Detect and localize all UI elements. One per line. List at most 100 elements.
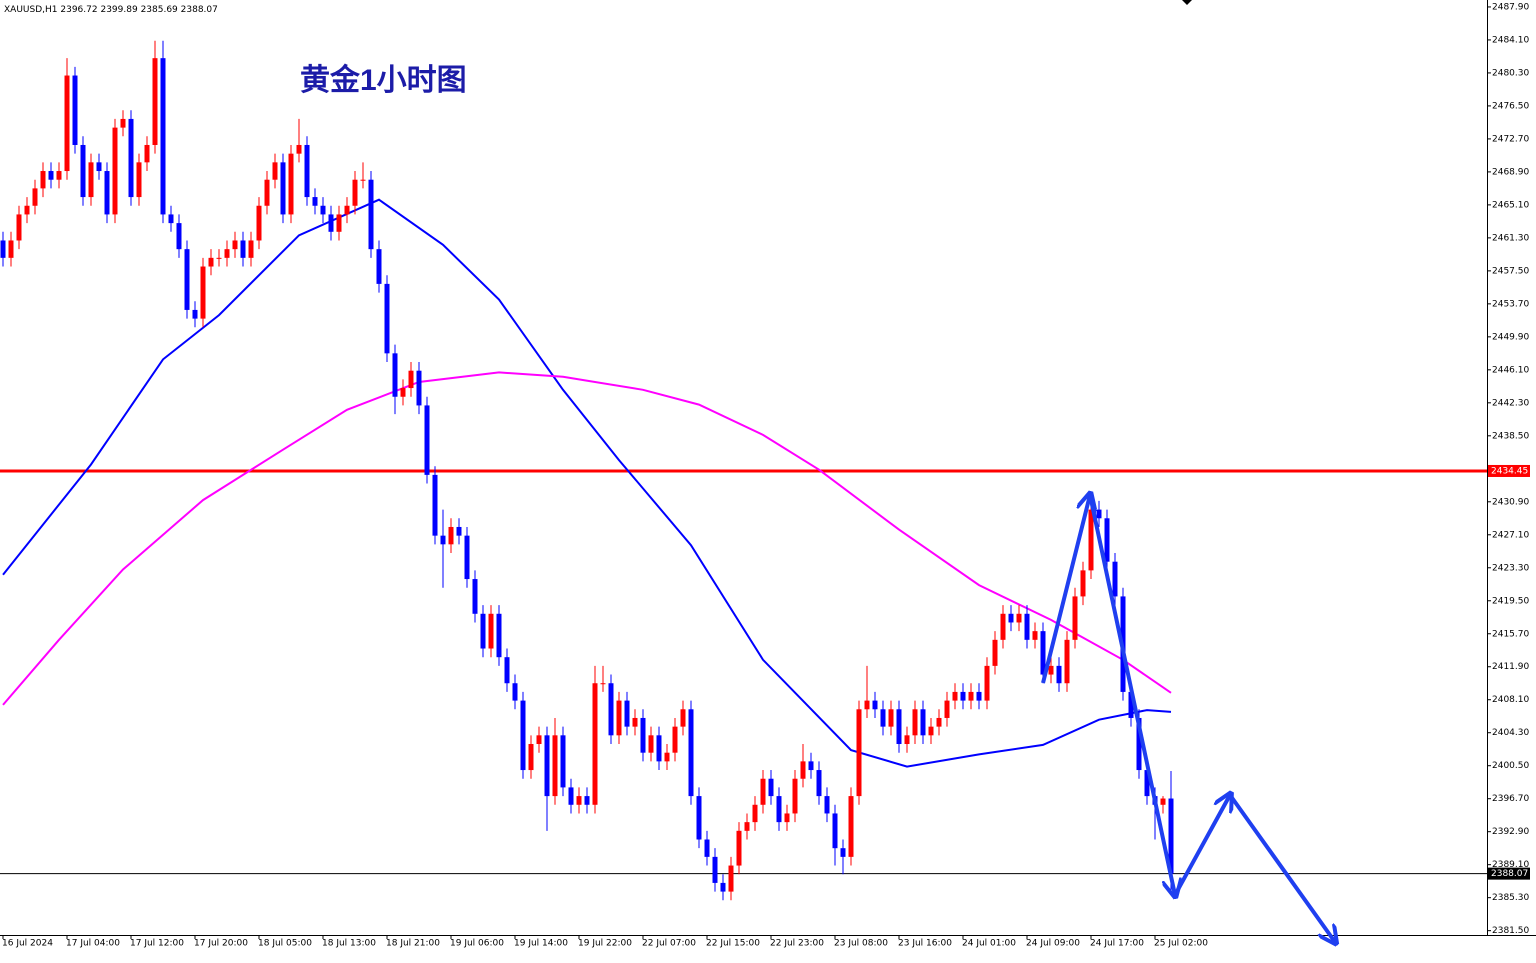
candle-body xyxy=(864,700,870,710)
y-tick-label: 2385.30 xyxy=(1492,893,1529,903)
candle-body xyxy=(176,223,182,250)
candle-body xyxy=(248,240,254,258)
candle-body xyxy=(440,535,446,545)
candle-body xyxy=(728,865,734,892)
candle-body xyxy=(1064,639,1070,684)
candle-body xyxy=(1056,665,1062,684)
candle-body xyxy=(456,526,462,536)
candle-body xyxy=(544,735,550,797)
candle-body xyxy=(64,75,70,172)
y-tick-label: 2430.90 xyxy=(1492,497,1529,507)
candle-body xyxy=(360,179,366,181)
symbol: XAUUSD,H1 2396.72 2399.89 2385.69 2388.0… xyxy=(4,5,218,15)
y-tick-label: 2438.50 xyxy=(1492,431,1529,441)
last-low: 2385.69 xyxy=(141,5,178,15)
candle-body xyxy=(400,388,406,397)
candle-body xyxy=(904,735,910,745)
candle-body xyxy=(768,778,774,797)
candle-body xyxy=(56,171,62,180)
candle-body xyxy=(1040,631,1046,675)
candle-body xyxy=(480,613,486,649)
candle-body xyxy=(960,691,966,701)
y-tick-label: 2453.70 xyxy=(1492,299,1529,309)
candle-body xyxy=(520,700,526,771)
candle-body xyxy=(568,787,574,805)
candle-body xyxy=(80,144,86,198)
candle-body xyxy=(824,796,830,814)
candle-body xyxy=(88,162,94,198)
candle-body xyxy=(472,579,478,614)
candle-body xyxy=(856,709,862,797)
candle-body xyxy=(24,205,30,215)
candle-body xyxy=(376,249,382,284)
candle-body xyxy=(912,709,918,736)
candle-body xyxy=(1000,613,1006,640)
candle-body xyxy=(920,709,926,736)
candle-body xyxy=(128,118,134,198)
candle-body xyxy=(488,613,494,649)
x-tick-label: 23 Jul 16:00 xyxy=(898,939,952,949)
candle-body xyxy=(1032,631,1038,640)
candle-body xyxy=(48,171,54,180)
candle-body xyxy=(384,283,390,354)
y-tick-label: 2411.90 xyxy=(1492,662,1529,672)
y-tick-label: 2427.10 xyxy=(1492,530,1529,540)
last-open: 2396.72 xyxy=(60,5,97,15)
candle-body xyxy=(624,700,630,727)
candle-body xyxy=(8,240,14,258)
moving-average xyxy=(2,371,1172,706)
candle-body xyxy=(224,249,230,258)
candle-body xyxy=(608,683,614,736)
y-tick-label: 2408.10 xyxy=(1492,695,1529,705)
candle-body xyxy=(312,197,318,206)
y-tick-label: 2392.90 xyxy=(1492,827,1529,837)
candle-body xyxy=(336,214,342,232)
candle-body xyxy=(168,214,174,224)
candle-body xyxy=(1048,665,1054,675)
candle-body xyxy=(1072,596,1078,640)
y-tick-label: 2389.10 xyxy=(1492,860,1529,870)
candle-body xyxy=(392,353,398,397)
y-tick-label: 2442.30 xyxy=(1492,398,1529,408)
y-tick-label: 2476.50 xyxy=(1492,101,1529,111)
candle-body xyxy=(152,58,158,145)
last-high: 2399.89 xyxy=(100,5,137,15)
x-tick-label: 17 Jul 12:00 xyxy=(130,939,184,949)
x-tick-label: 22 Jul 15:00 xyxy=(706,939,760,949)
candle-body xyxy=(416,370,422,406)
candle-body xyxy=(432,474,438,536)
y-tick-label: 2457.50 xyxy=(1492,266,1529,276)
x-tick-label: 22 Jul 07:00 xyxy=(642,939,696,949)
candle-body xyxy=(104,171,110,215)
x-tick-label: 19 Jul 14:00 xyxy=(514,939,568,949)
candle-body xyxy=(656,735,662,762)
candle-body xyxy=(256,205,262,241)
candle-body xyxy=(280,162,286,215)
x-tick-label: 18 Jul 21:00 xyxy=(386,939,440,949)
candle-body xyxy=(840,848,846,857)
price-label: 2388.07 xyxy=(1491,869,1528,879)
candle-body xyxy=(944,700,950,718)
candle-body xyxy=(672,726,678,753)
candle-body xyxy=(632,717,638,727)
x-tick-label: 17 Jul 04:00 xyxy=(66,939,120,949)
price-label-bg xyxy=(1488,464,1530,477)
candle-body xyxy=(1144,770,1150,797)
y-tick-label: 2396.70 xyxy=(1492,794,1529,804)
candle-body xyxy=(200,266,206,319)
candle-body xyxy=(992,639,998,666)
candle-body xyxy=(648,735,654,753)
candle-body xyxy=(136,162,142,198)
candle-body xyxy=(640,717,646,753)
candle-body xyxy=(896,709,902,745)
x-tick-label: 23 Jul 08:00 xyxy=(834,939,888,949)
candle-body xyxy=(304,144,310,198)
candle-body xyxy=(40,171,46,189)
y-tick-label: 2381.50 xyxy=(1492,926,1529,936)
candle-body xyxy=(192,309,198,319)
candle-body xyxy=(712,856,718,883)
y-tick-label: 2465.10 xyxy=(1492,200,1529,210)
symbol-name: XAUUSD,H1 xyxy=(4,5,58,15)
candle-body xyxy=(1128,691,1134,718)
x-tick-label: 22 Jul 23:00 xyxy=(770,939,824,949)
